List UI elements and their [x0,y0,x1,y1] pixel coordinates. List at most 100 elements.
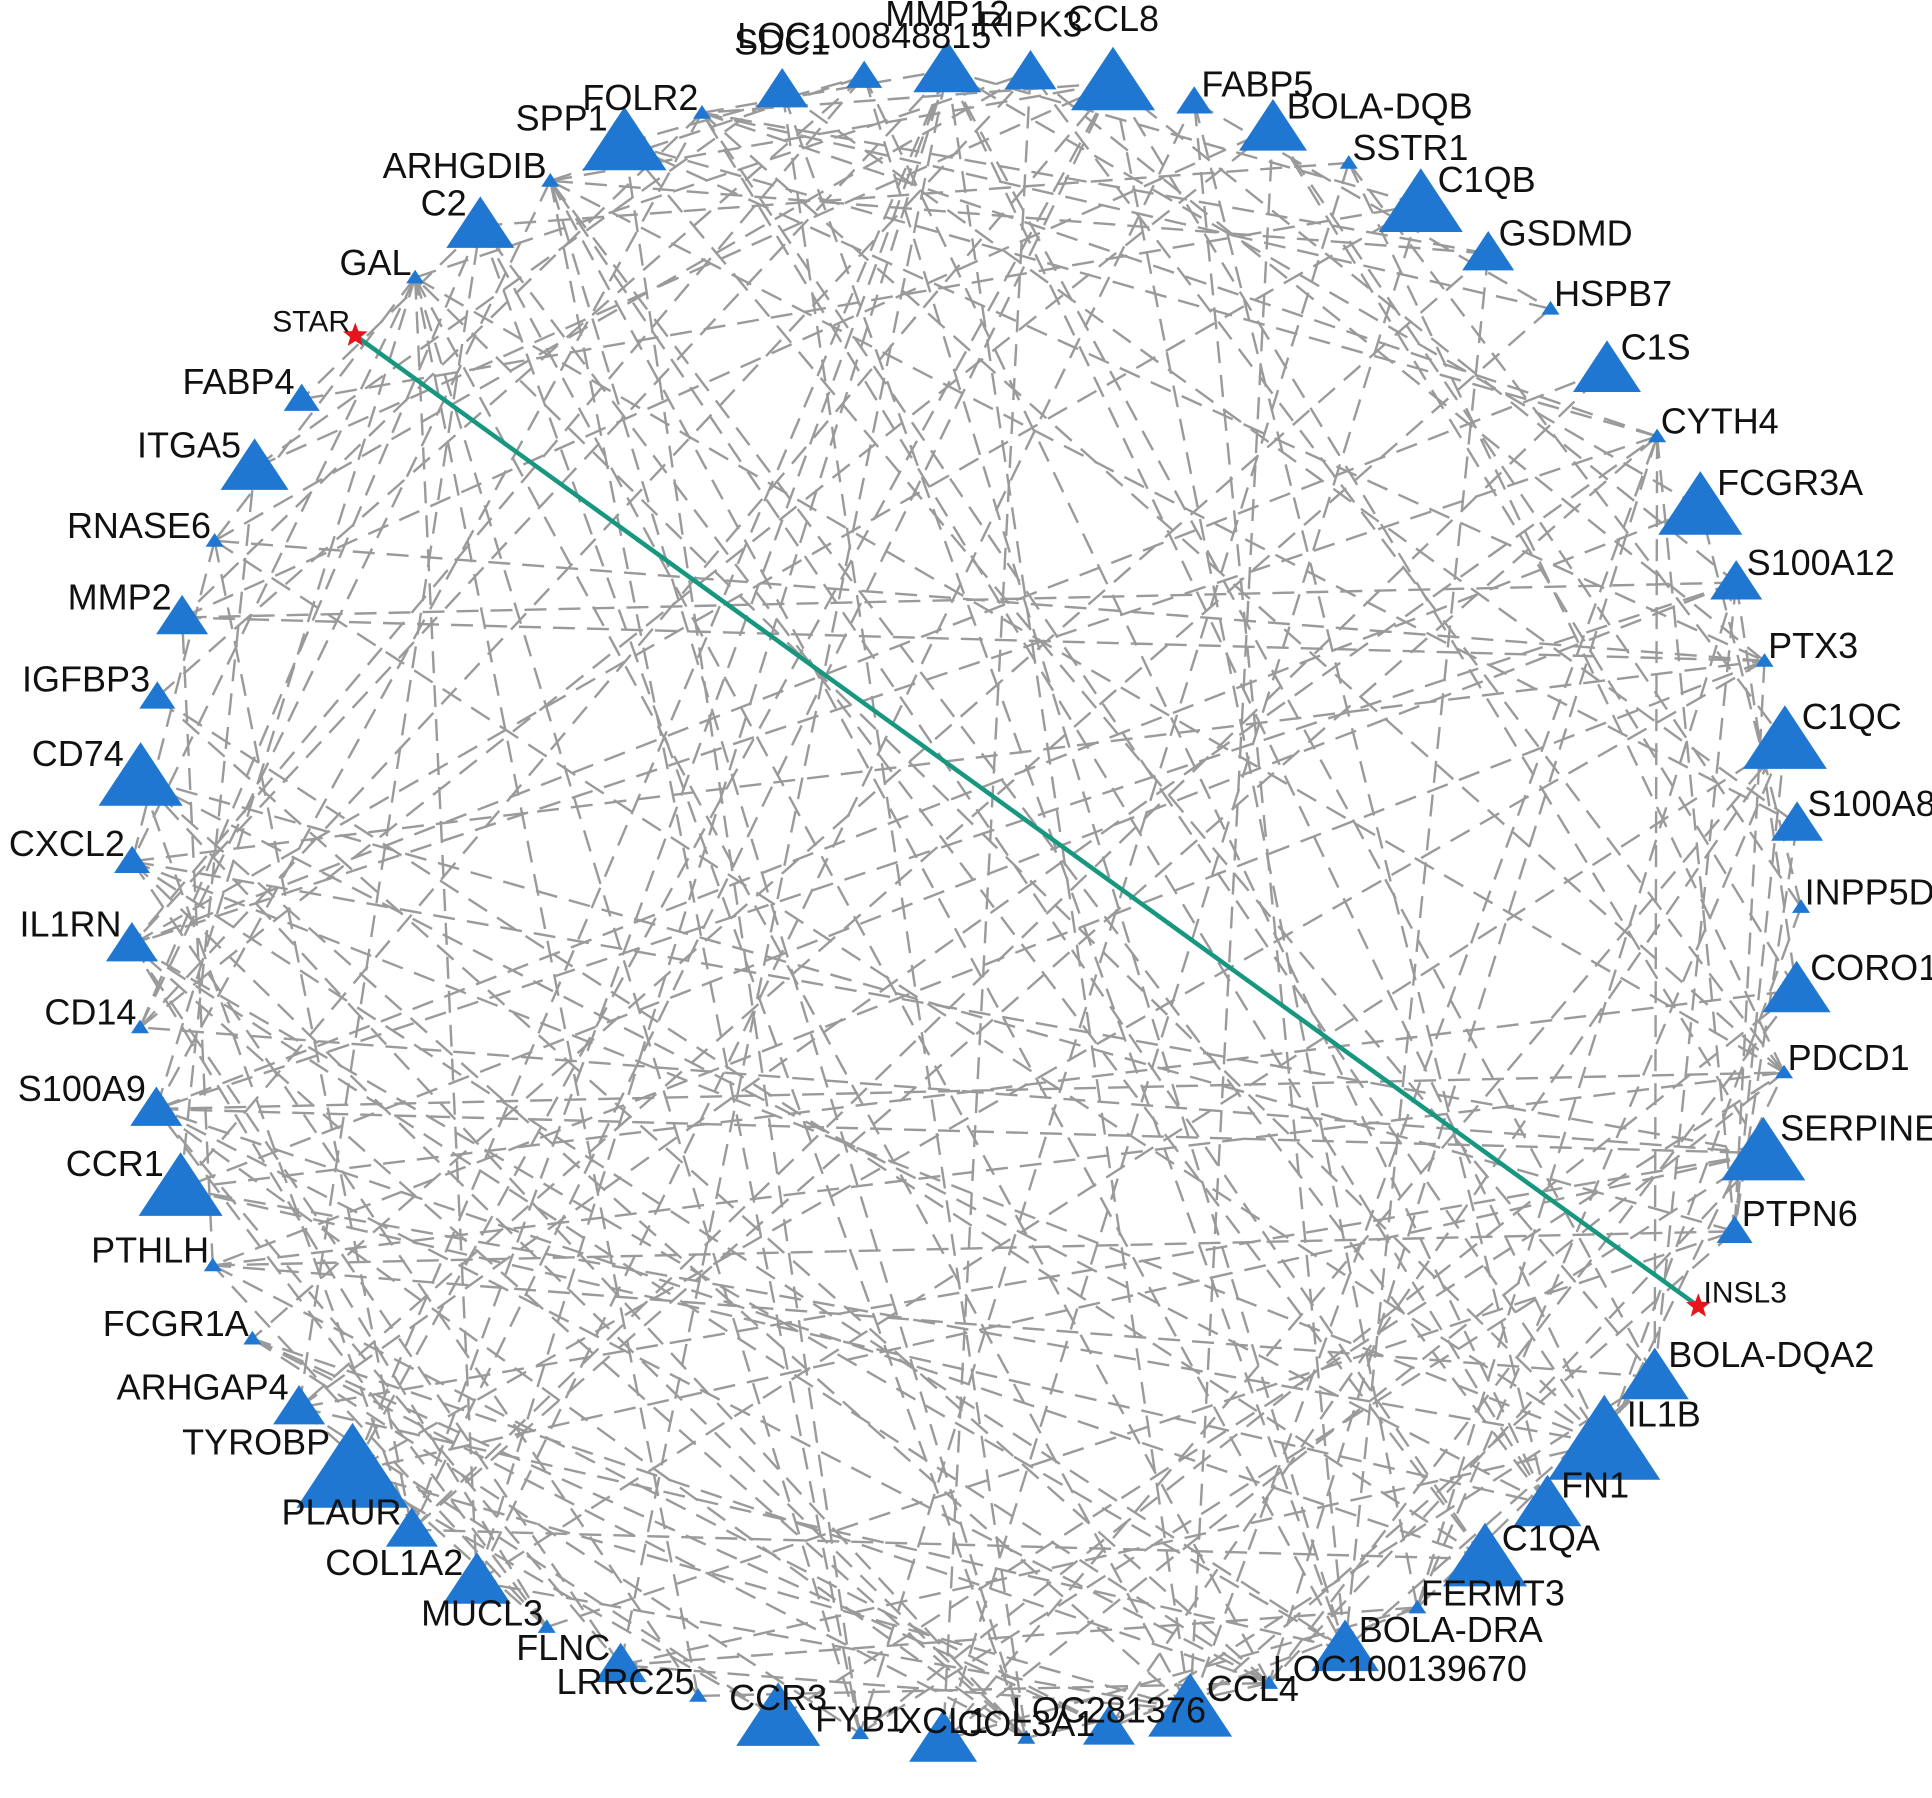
node-cd74[interactable] [98,742,183,806]
node-plaur[interactable] [385,1507,438,1547]
node-hspb7[interactable] [1541,300,1560,315]
dashed-edge [131,943,1346,1651]
node-label: IL1B [1627,1394,1701,1435]
node-lrrc25[interactable] [689,1688,708,1702]
node-gal[interactable] [406,269,425,284]
node-cd14[interactable] [131,1019,149,1034]
node-igfbp3[interactable] [139,681,176,709]
dashed-edge [1603,906,1803,1444]
node-ptx3[interactable] [1755,653,1774,667]
node-arhgdib[interactable] [541,173,560,187]
node-fcgr1a[interactable] [243,1330,262,1345]
dashed-edge [700,112,1549,1505]
node-gsdmd[interactable] [1462,231,1515,271]
dashed-edge [130,943,622,1666]
dashed-edge [550,81,1114,182]
node-coro1a[interactable] [1762,960,1831,1013]
node-label: LOC100848815 [737,15,991,56]
node-c1qb[interactable] [1378,168,1463,232]
node-c2[interactable] [446,196,515,248]
node-label: C1QA [1502,1518,1600,1559]
dashed-edge [946,69,1422,206]
node-sstr1[interactable] [1339,155,1358,169]
dashed-edge [1416,741,1787,1608]
node-fyb1[interactable] [851,1725,870,1740]
dashed-edge [254,81,1114,469]
node-s100a8[interactable] [1771,801,1824,841]
node-il1b[interactable] [1548,1394,1661,1480]
node-bola-dqa2[interactable] [1620,1347,1689,1400]
node-fn1[interactable] [1513,1474,1582,1527]
node-loc100139670[interactable] [1260,1675,1279,1689]
node-star-insl3[interactable] [1686,1293,1711,1317]
dashed-edge [213,276,417,542]
node-loc100848815[interactable] [846,60,883,88]
dashed-edge [1107,740,1786,1729]
node-bola-dqb[interactable] [1239,99,1307,151]
dashed-edge [131,435,1658,946]
node-s100a12[interactable] [1710,560,1763,600]
node-tyrobp[interactable] [296,1422,409,1508]
dashed-edge [297,225,482,1408]
node-ccl4[interactable] [1148,1673,1233,1737]
node-cxcl2[interactable] [114,845,151,873]
dashed-edge [1268,989,1798,1684]
node-ccr1[interactable] [138,1152,223,1216]
dashed-edge [549,180,1347,1650]
node-c1qc[interactable] [1742,705,1827,769]
node-loc281376[interactable] [1082,1705,1135,1745]
node-ripk3[interactable] [1004,50,1057,90]
dashed-edge [623,142,862,1734]
node-label: XCL1 [898,1700,988,1741]
node-star-star[interactable] [343,322,368,347]
node-c1s[interactable] [1573,340,1641,392]
dashed-edge [942,1606,1418,1741]
node-mucl3[interactable] [537,1619,556,1633]
node-ccl8[interactable] [1071,46,1155,111]
node-pthlh[interactable] [203,1257,222,1272]
node-ptpn6[interactable] [1716,1215,1753,1243]
node-fcgr3a[interactable] [1658,471,1743,535]
dashed-edge [131,203,1422,946]
dashed-edge [300,224,482,401]
node-xcl1[interactable] [909,1710,978,1762]
node-ccr3[interactable] [736,1682,821,1746]
node-label: FLNC [516,1627,610,1668]
node-arhgap4[interactable] [273,1385,326,1425]
node-label: HSPB7 [1554,273,1672,314]
node-col3a1[interactable] [1017,1730,1036,1744]
dashed-edge [479,225,1486,1560]
node-spp1[interactable] [582,106,667,171]
node-col1a2[interactable] [442,1552,511,1604]
dashed-edge [413,277,479,1582]
node-fabp5[interactable] [1176,86,1213,114]
node-label: SDC1 [734,22,830,63]
dashed-edge [1272,127,1802,908]
node-sdc1[interactable] [756,68,809,108]
dashed-edge [549,179,1798,825]
node-bola-dra[interactable] [1311,1619,1380,1672]
node-label: COL1A2 [325,1542,463,1583]
node-mmp12[interactable] [913,40,982,93]
node-flnc[interactable] [594,1642,647,1683]
node-itga5[interactable] [220,438,289,490]
node-rnase6[interactable] [205,533,224,547]
dashed-edge [155,1108,1028,1739]
node-folr2[interactable] [693,105,711,119]
node-label: CCL4 [1207,1668,1299,1709]
node-s100a9[interactable] [130,1086,183,1126]
dashed-edge [1655,436,1736,1232]
node-cyth4[interactable] [1648,428,1667,443]
dashed-edge [181,127,1274,619]
node-il1rn[interactable] [105,922,158,962]
node-mmp2[interactable] [156,594,209,635]
node-pdcd1[interactable] [1775,1064,1793,1079]
node-fermt3[interactable] [1408,1599,1427,1614]
node-label: IGFBP3 [22,659,150,700]
dashed-edge [1112,82,1737,584]
node-c1qa[interactable] [1443,1522,1527,1587]
node-inpp5d[interactable] [1792,899,1810,913]
dashed-edge [1026,1681,1270,1739]
node-serpine1[interactable] [1721,1116,1806,1181]
node-fabp4[interactable] [283,383,320,411]
